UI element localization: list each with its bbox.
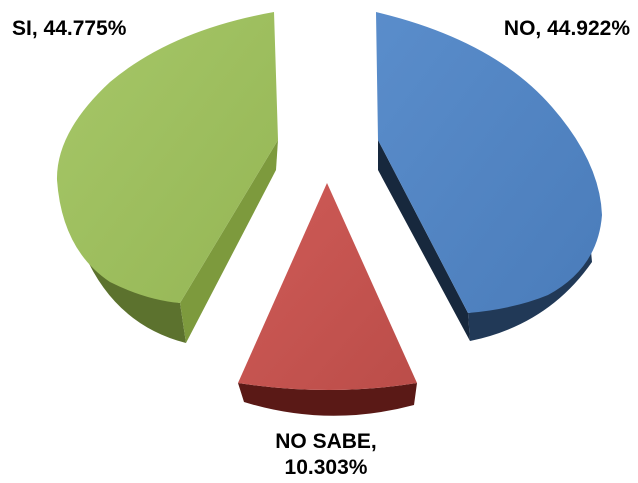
slice-si-side [57,180,186,343]
label-si: SI, 44.775% [12,17,127,40]
slice-no-sabe [238,183,417,390]
slice-no [376,12,602,313]
slice-no-sabe-side [238,383,417,416]
slice-si [56,12,279,303]
slice-no-side [468,240,592,341]
label-no-sabe-line1: NO SABE, [275,430,377,453]
label-no: NO, 44.922% [504,17,630,40]
label-no-sabe-line2: 10.303% [285,456,368,479]
slice-si-inner-side [180,140,278,343]
pie-tops [56,12,602,390]
slice-no-inner-side [378,140,470,341]
pie-sides [57,140,592,416]
